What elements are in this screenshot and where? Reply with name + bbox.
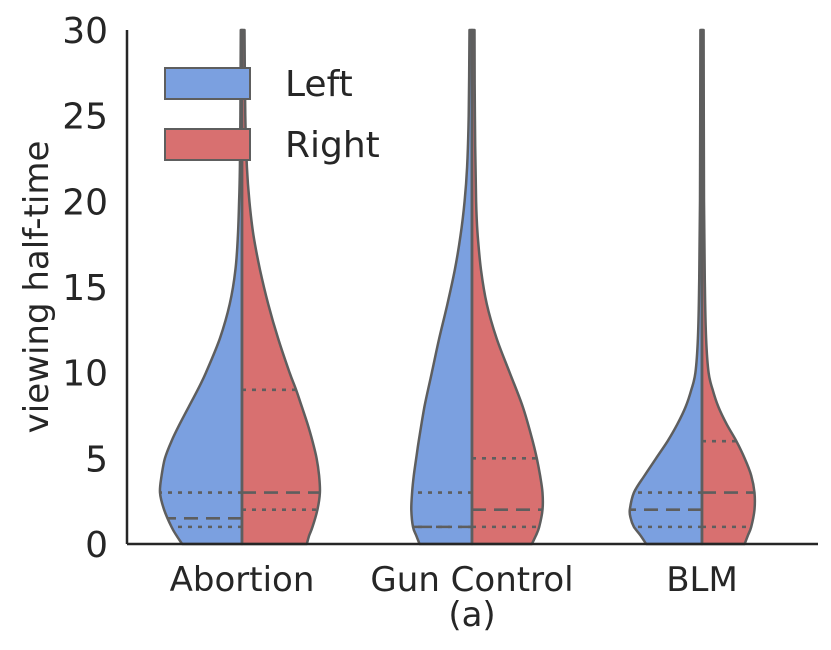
x-category-label: Abortion	[170, 560, 315, 600]
y-tick-label: 15	[62, 268, 108, 309]
y-tick-label: 20	[62, 182, 108, 223]
y-tick-label: 25	[62, 97, 108, 138]
legend: Left Right	[164, 64, 380, 166]
violin-right-gun-control	[470, 28, 545, 546]
x-category-label: Gun Control	[370, 560, 573, 600]
sub-caption: (a)	[448, 595, 495, 635]
violin-left-gun-control	[410, 28, 474, 546]
violin-right-blm	[700, 28, 757, 546]
y-tick-label: 0	[85, 525, 108, 566]
y-axis-label: viewing half-time	[17, 141, 57, 434]
x-category-label: BLM	[666, 560, 738, 600]
y-tick-label: 10	[62, 354, 108, 395]
legend-label-left: Left	[285, 64, 353, 105]
x-category-labels: Abortion Gun Control BLM	[170, 560, 738, 600]
y-tick-label: 5	[85, 439, 108, 480]
violin-left-abortion	[158, 28, 244, 546]
axes-layer	[125, 30, 818, 546]
violins-layer	[158, 28, 757, 546]
legend-label-right: Right	[285, 125, 380, 166]
y-tick-label: 30	[62, 11, 108, 52]
legend-swatch-left	[164, 67, 251, 100]
legend-swatch-right	[164, 128, 251, 161]
y-tick-labels: 0 5 10 15 20 25 30	[62, 11, 108, 566]
violin-right-abortion	[240, 28, 322, 546]
violin-left-blm	[628, 28, 704, 546]
